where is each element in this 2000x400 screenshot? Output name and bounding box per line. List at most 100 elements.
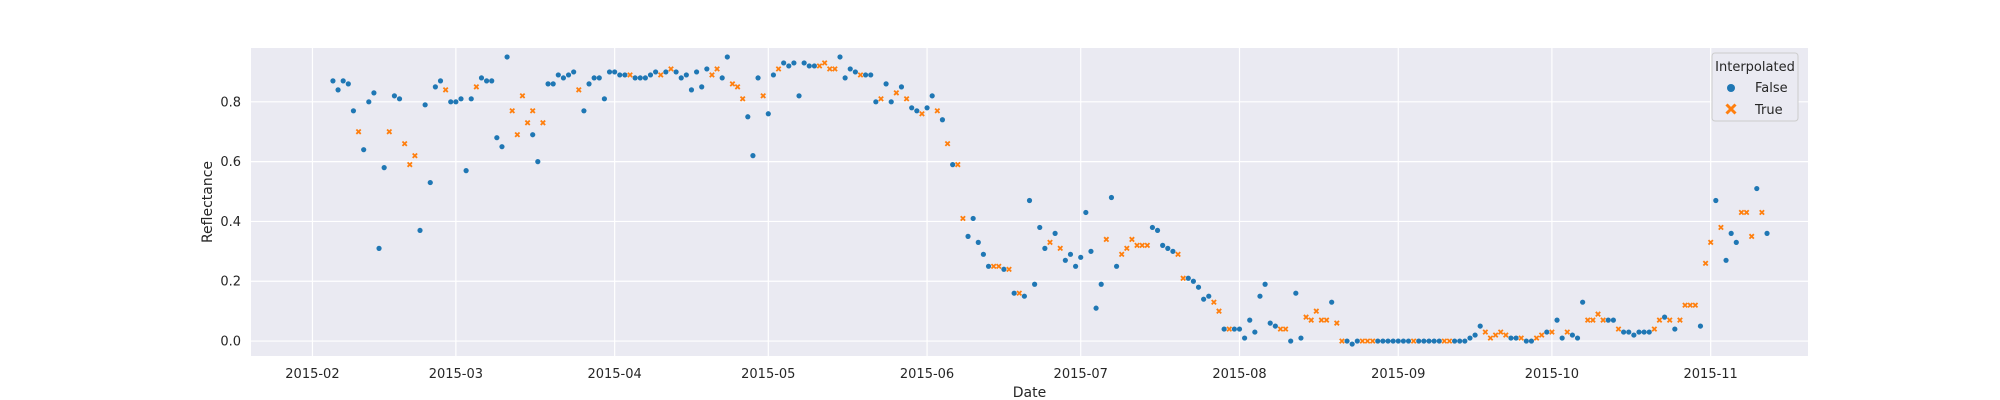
data-point-true <box>1006 266 1012 273</box>
data-point-false <box>1646 329 1652 335</box>
data-point-false <box>606 69 613 75</box>
data-point-false <box>1242 335 1248 341</box>
data-point-false <box>601 96 607 102</box>
data-point-false <box>1421 338 1427 344</box>
data-point-true <box>412 152 418 159</box>
data-point-false <box>929 93 935 99</box>
data-point-false <box>914 108 920 114</box>
data-point-false <box>483 78 490 84</box>
data-point-true <box>1497 329 1504 335</box>
data-point-false <box>458 96 464 102</box>
data-point-false <box>1472 332 1478 338</box>
data-point-false <box>345 81 351 87</box>
data-point-false <box>1728 230 1734 236</box>
data-point-false <box>1170 248 1176 254</box>
data-point-false <box>545 81 551 87</box>
data-point-false <box>1206 293 1212 299</box>
data-point-false <box>1195 284 1202 290</box>
data-point-true <box>1718 224 1724 231</box>
data-point-false <box>647 72 654 78</box>
data-point-false <box>965 233 971 239</box>
data-point-true <box>1118 251 1125 258</box>
data-point-false <box>678 75 684 81</box>
data-point-false <box>1713 197 1719 204</box>
data-point-false <box>350 108 357 114</box>
data-point-false <box>683 72 689 78</box>
data-point-true <box>775 66 782 72</box>
data-point-true <box>709 72 715 78</box>
data-point-true <box>1016 290 1023 297</box>
x-tick-label: 2015-11 <box>1684 367 1738 382</box>
data-point-false <box>1329 299 1335 305</box>
data-point-false <box>704 66 710 72</box>
data-point-false <box>1477 323 1483 329</box>
data-point-false <box>448 99 454 105</box>
data-point-true <box>1549 329 1555 335</box>
data-point-true <box>1175 251 1181 258</box>
data-point-true <box>1129 236 1135 243</box>
data-point-true <box>355 128 362 135</box>
data-point-false <box>1113 263 1120 269</box>
data-point-false <box>699 84 705 90</box>
data-point-false <box>1426 338 1432 344</box>
data-point-true <box>1595 311 1601 317</box>
data-point-false <box>750 153 756 159</box>
data-point-false <box>463 168 469 174</box>
data-point-false <box>489 78 495 84</box>
data-point-false <box>1247 317 1253 323</box>
data-point-false <box>1661 314 1668 320</box>
legend-label-true: True <box>1754 103 1783 118</box>
data-point-false <box>950 162 956 168</box>
data-point-false <box>555 72 561 78</box>
data-point-true <box>878 95 884 102</box>
data-point-false <box>1185 275 1191 281</box>
data-point-false <box>1523 338 1529 344</box>
data-point-false <box>724 54 730 60</box>
data-point-false <box>1733 239 1739 245</box>
data-point-true <box>1047 239 1053 246</box>
y-axis-label: Reflectance <box>200 161 216 243</box>
data-point-false <box>396 96 403 102</box>
data-point-false <box>571 69 577 75</box>
data-points <box>330 54 1770 347</box>
x-tick-label: 2015-07 <box>1054 367 1108 382</box>
data-point-false <box>494 135 500 141</box>
data-point-false <box>1631 332 1637 338</box>
data-point-false <box>909 105 915 111</box>
legend-box <box>1711 52 1799 122</box>
grid <box>251 48 1808 356</box>
data-point-false <box>1390 338 1396 344</box>
x-tick-label: 2015-09 <box>1371 367 1425 382</box>
data-point-true <box>1323 317 1330 323</box>
data-point-false <box>873 99 879 105</box>
data-point-false <box>1272 323 1278 329</box>
data-point-true <box>1564 329 1571 335</box>
data-point-false <box>786 63 792 69</box>
data-point-true <box>509 107 516 114</box>
data-point-true <box>1364 338 1371 344</box>
data-point-false <box>1257 293 1263 299</box>
data-point-false <box>1405 338 1412 344</box>
data-point-true <box>1282 326 1289 332</box>
data-point-false <box>755 75 761 81</box>
data-point-true <box>1134 242 1140 249</box>
data-point-true <box>934 107 941 114</box>
data-point-true <box>1333 320 1340 326</box>
data-point-true <box>1359 338 1366 344</box>
data-point-true <box>519 93 526 99</box>
data-point-true <box>1615 326 1622 332</box>
data-point-false <box>453 99 459 105</box>
data-point-false <box>1754 185 1760 192</box>
data-point-false <box>1375 338 1381 344</box>
x-tick-label: 2015-10 <box>1525 367 1579 382</box>
data-point-false <box>980 251 987 257</box>
data-point-false <box>1400 338 1406 344</box>
x-tick-label: 2015-03 <box>429 367 483 382</box>
data-point-false <box>1580 299 1586 305</box>
data-point-false <box>1672 326 1678 332</box>
data-point-false <box>1026 197 1033 204</box>
data-point-false <box>811 63 817 69</box>
data-point-true <box>919 110 925 117</box>
data-point-false <box>847 66 853 72</box>
data-point-false <box>642 75 648 81</box>
